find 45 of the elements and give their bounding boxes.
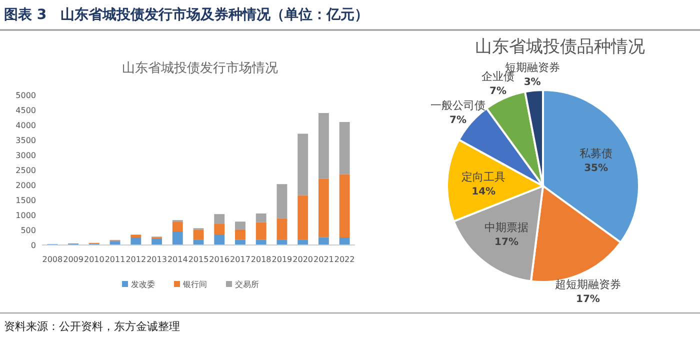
y-tick-label: 2000 bbox=[16, 181, 36, 190]
text: 图表 3 山东省城投债发行市场及券种情况（单位：亿元） bbox=[4, 6, 369, 23]
x-tick-label: 2013 bbox=[146, 255, 167, 264]
x-tick-label: 2008 bbox=[42, 255, 63, 264]
y-tick-label: 5000 bbox=[16, 91, 36, 100]
slice-label: 中期票据 bbox=[484, 221, 529, 234]
x-tick-label: 2015 bbox=[188, 255, 209, 264]
x-tick-label: 2010 bbox=[84, 255, 104, 264]
legend-label: 银行间 bbox=[182, 280, 207, 289]
chart-title: 山东省城投债发行市场情况 bbox=[122, 61, 278, 76]
data-label: 17% bbox=[494, 237, 518, 248]
text: 资料来源：公开资料，东方金诚整理 bbox=[4, 320, 180, 333]
slice-label: 私募债 bbox=[580, 146, 613, 160]
slice-label: 一般公司债 bbox=[430, 99, 486, 112]
data-label: 17% bbox=[576, 294, 600, 305]
data-label: 7% bbox=[450, 115, 467, 126]
x-tick-label: 2009 bbox=[63, 255, 84, 264]
x-tick-label: 2021 bbox=[314, 255, 334, 264]
y-tick-label: 3500 bbox=[16, 136, 36, 145]
data-label: 35% bbox=[584, 162, 608, 174]
y-tick-label: 1500 bbox=[16, 196, 36, 205]
x-tick-label: 2020 bbox=[292, 255, 314, 264]
data-label: 3% bbox=[524, 77, 541, 88]
chart-title: 山东省城投债品种情况 bbox=[475, 37, 645, 57]
y-tick-label: 0 bbox=[30, 241, 36, 250]
y-tick-label: 500 bbox=[20, 226, 36, 235]
data-label: 7% bbox=[490, 86, 507, 98]
y-tick-label: 2500 bbox=[16, 166, 36, 175]
x-tick-label: 2016 bbox=[209, 255, 230, 264]
x-tick-label: 2017 bbox=[230, 255, 250, 264]
y-tick-label: 3000 bbox=[16, 151, 36, 160]
slice-label: 超短期融资券 bbox=[554, 278, 621, 291]
y-tick-label: 1000 bbox=[16, 211, 36, 220]
x-tick-label: 2011 bbox=[104, 255, 126, 264]
y-tick-label: 4000 bbox=[16, 121, 36, 130]
legend-label: 发改委 bbox=[131, 280, 155, 289]
x-tick-label: 2018 bbox=[250, 255, 272, 264]
legend-label: 交易所 bbox=[235, 280, 259, 289]
x-tick-label: 2019 bbox=[272, 255, 292, 264]
x-tick-label: 2012 bbox=[126, 255, 146, 264]
x-tick-label: 2022 bbox=[334, 255, 355, 264]
y-tick-label: 4500 bbox=[16, 106, 36, 115]
x-tick-label: 2014 bbox=[167, 255, 188, 264]
slice-label: 定向工具 bbox=[462, 170, 506, 184]
data-label: 14% bbox=[472, 186, 496, 198]
